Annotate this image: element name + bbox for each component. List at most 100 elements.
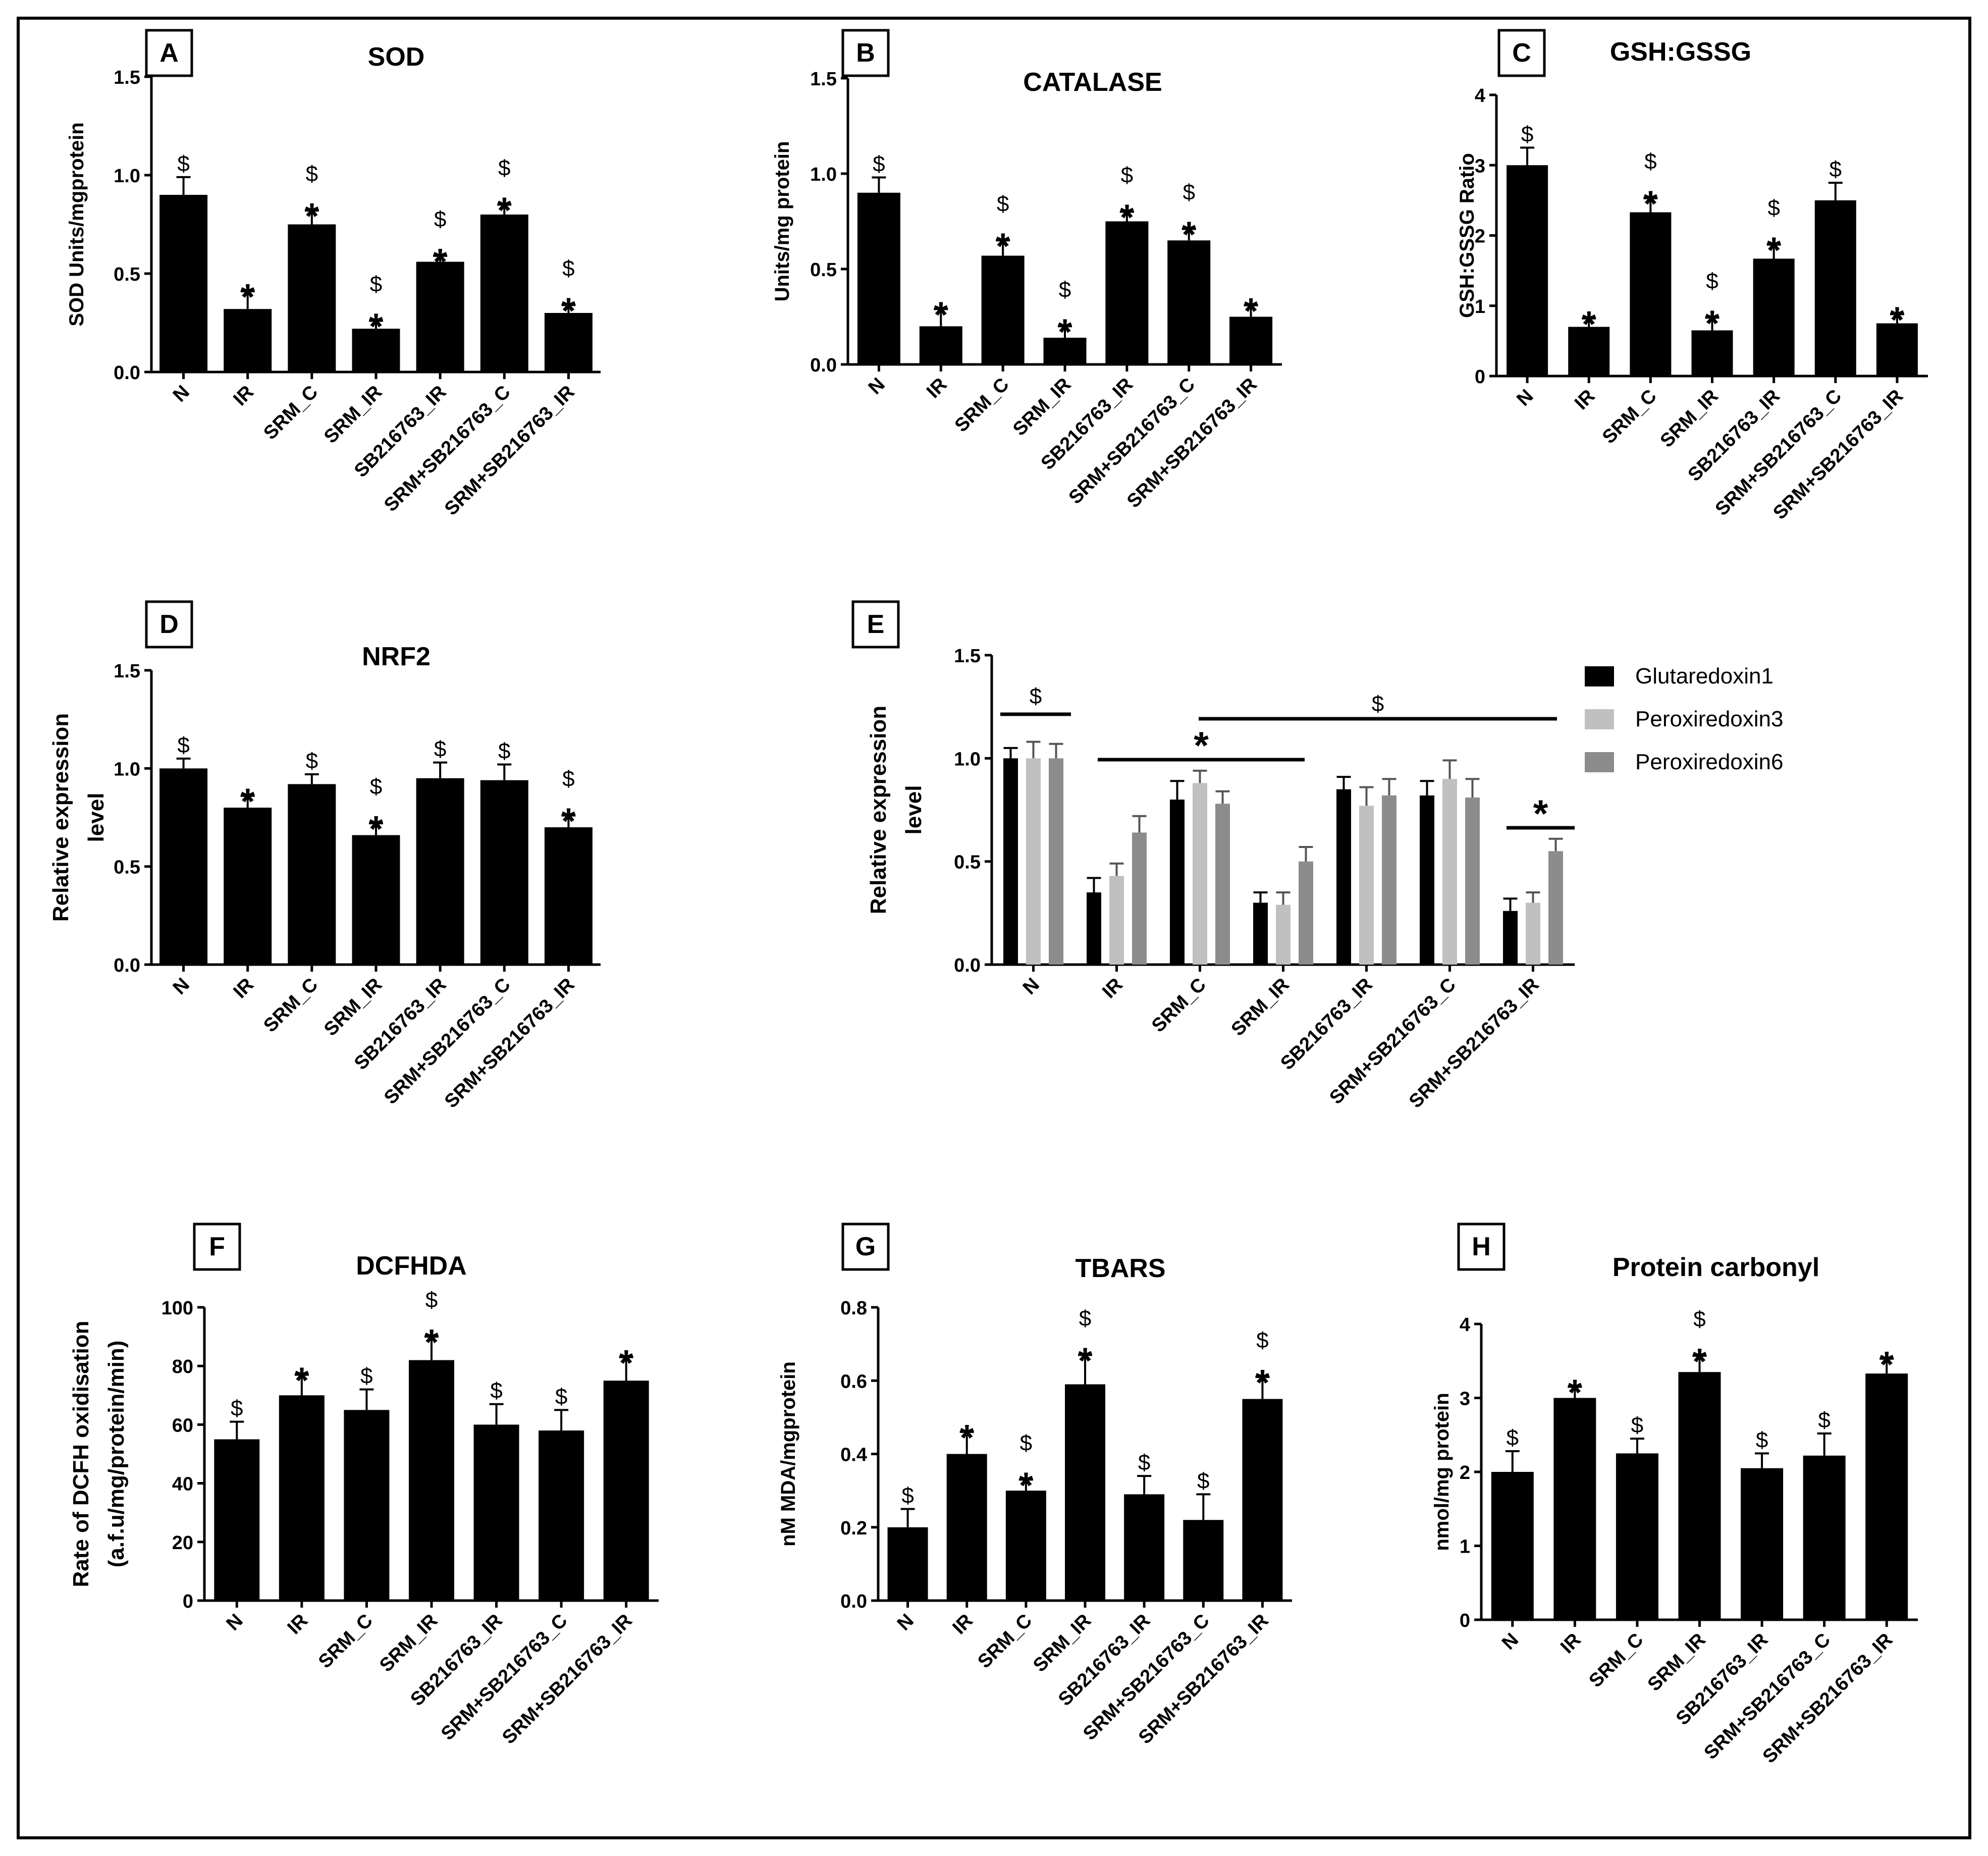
bar-peroxiredoxin3 bbox=[1276, 905, 1291, 965]
bar-peroxiredoxin6 bbox=[1548, 851, 1563, 965]
y-tick-label: 1.5 bbox=[114, 661, 140, 682]
bar-peroxiredoxin3 bbox=[1109, 876, 1124, 965]
y-axis-label: GSH:GSSG Ratio bbox=[1456, 153, 1478, 318]
bar-glutaredoxin1 bbox=[1087, 892, 1101, 965]
bar bbox=[159, 195, 208, 372]
significance-dollar: $ bbox=[231, 1396, 243, 1421]
significance-star: * bbox=[305, 196, 319, 237]
significance-dollar: $ bbox=[873, 152, 885, 177]
significance-dollar: $ bbox=[1693, 1307, 1705, 1332]
y-tick-label: 1.5 bbox=[114, 67, 140, 88]
panel-letter: C bbox=[1512, 38, 1531, 68]
bar bbox=[1105, 221, 1149, 364]
y-tick-label: 3 bbox=[1475, 155, 1485, 177]
significance-star: * bbox=[561, 291, 575, 331]
bar-glutaredoxin1 bbox=[1253, 903, 1268, 965]
y-tick-label: 100 bbox=[162, 1298, 193, 1319]
significance-star: * bbox=[295, 1361, 309, 1401]
significance-dollar: $ bbox=[1183, 180, 1195, 205]
bar-glutaredoxin1 bbox=[1003, 758, 1018, 965]
significance-star: * bbox=[1182, 215, 1196, 255]
significance-dollar: $ bbox=[177, 151, 189, 176]
y-tick-label: 2 bbox=[1475, 226, 1485, 247]
y-tick-label: 0.0 bbox=[114, 955, 140, 976]
chart-title: CATALASE bbox=[1023, 68, 1162, 97]
panel-letter-box bbox=[841, 1223, 890, 1271]
chart-title: Protein carbonyl bbox=[1613, 1253, 1819, 1282]
y-tick-label: 20 bbox=[172, 1532, 193, 1554]
significance-star: * bbox=[960, 1418, 974, 1458]
significance-star: * bbox=[1705, 303, 1719, 344]
y-tick-label: 1 bbox=[1460, 1536, 1470, 1558]
significance-star: * bbox=[1643, 184, 1657, 225]
bar bbox=[1065, 1384, 1105, 1601]
panel-letter: D bbox=[159, 610, 179, 639]
bar-glutaredoxin1 bbox=[1503, 911, 1518, 965]
panel-letter-box bbox=[145, 29, 193, 77]
bar-peroxiredoxin6 bbox=[1465, 797, 1480, 965]
bar-peroxiredoxin6 bbox=[1299, 861, 1313, 965]
significance-dollar: $ bbox=[1818, 1408, 1830, 1433]
significance-dollar: $ bbox=[1197, 1468, 1209, 1493]
significance-star: * bbox=[619, 1343, 633, 1384]
significance-star: * bbox=[1120, 198, 1134, 238]
significance-star: * bbox=[1692, 1342, 1706, 1382]
y-axis-label: SOD Units/mgprotein bbox=[66, 122, 88, 326]
significance-label: $ bbox=[1372, 692, 1384, 716]
bar bbox=[1183, 1520, 1224, 1601]
y-tick-label: 0.0 bbox=[114, 362, 140, 384]
y-axis-label: Units/mg protein bbox=[771, 141, 793, 302]
panel-letter-box bbox=[851, 600, 900, 649]
y-tick-label: 1.0 bbox=[954, 749, 981, 770]
bar bbox=[946, 1454, 987, 1601]
bar bbox=[1568, 327, 1610, 376]
panel-letter: H bbox=[1472, 1232, 1491, 1261]
bar bbox=[214, 1439, 260, 1601]
bar bbox=[288, 784, 336, 965]
significance-dollar: $ bbox=[1020, 1430, 1032, 1455]
significance-dollar: $ bbox=[1521, 122, 1533, 146]
significance-star: * bbox=[1568, 1373, 1582, 1413]
y-tick-label: 3 bbox=[1460, 1389, 1470, 1410]
y-axis-label-line1: Relative expression bbox=[866, 706, 891, 914]
significance-dollar: $ bbox=[498, 739, 510, 764]
y-axis-label-line2: (a.f.u/mg/protein/min) bbox=[104, 1341, 129, 1568]
bar bbox=[1167, 240, 1211, 364]
significance-dollar: $ bbox=[370, 272, 382, 297]
y-tick-label: 4 bbox=[1460, 1314, 1470, 1336]
panel-letter-box bbox=[1497, 29, 1546, 77]
bar bbox=[224, 808, 272, 965]
significance-star: * bbox=[934, 295, 948, 335]
y-axis-label: nM MDA/mgprotein bbox=[777, 1361, 799, 1547]
significance-dollar: $ bbox=[370, 774, 382, 799]
significance-dollar: $ bbox=[498, 156, 510, 181]
bar-peroxiredoxin3 bbox=[1193, 783, 1207, 965]
y-tick-label: 1.5 bbox=[954, 646, 981, 667]
y-tick-label: 0.0 bbox=[840, 1591, 867, 1612]
y-tick-label: 80 bbox=[172, 1356, 193, 1377]
significance-dollar: $ bbox=[177, 733, 189, 758]
significance-star: * bbox=[1890, 300, 1904, 340]
significance-star: * bbox=[1879, 1345, 1894, 1385]
y-tick-label: 0.2 bbox=[840, 1518, 867, 1539]
panel-letter: G bbox=[855, 1232, 876, 1261]
bar bbox=[1043, 338, 1087, 364]
significance-label: * bbox=[1194, 724, 1209, 767]
significance-dollar: $ bbox=[1631, 1413, 1643, 1438]
legend-label: Peroxiredoxin6 bbox=[1635, 750, 1784, 774]
legend-swatch bbox=[1585, 709, 1614, 729]
y-tick-label: 1.0 bbox=[114, 166, 140, 187]
y-axis-label-line1: Relative expression bbox=[48, 713, 73, 922]
y-tick-label: 1.5 bbox=[810, 69, 837, 90]
significance-star: * bbox=[1019, 1465, 1033, 1506]
significance-star: * bbox=[241, 782, 255, 822]
bar bbox=[1865, 1373, 1908, 1620]
significance-dollar: $ bbox=[1121, 163, 1133, 188]
y-tick-label: 0.8 bbox=[840, 1298, 867, 1319]
significance-star: * bbox=[369, 809, 383, 850]
significance-star: * bbox=[497, 191, 511, 231]
legend-swatch bbox=[1585, 666, 1614, 686]
significance-star: * bbox=[424, 1322, 439, 1363]
y-tick-label: 40 bbox=[172, 1474, 193, 1495]
